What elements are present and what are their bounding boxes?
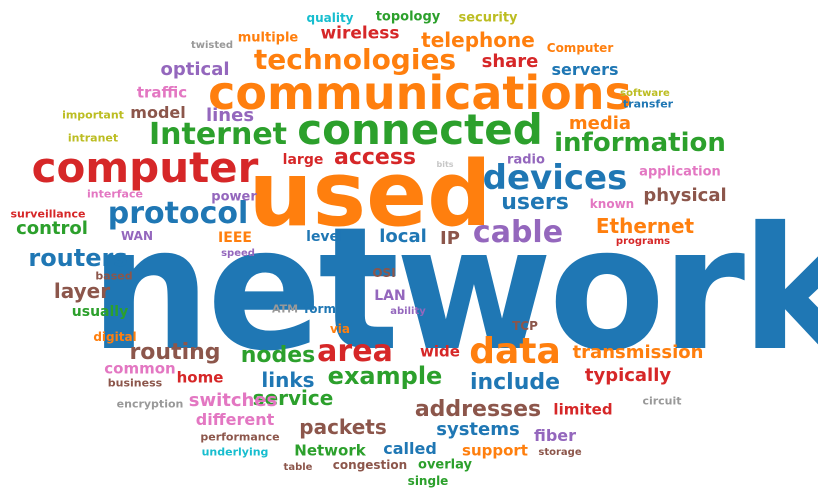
- cloud-word-encryption: encryption: [116, 397, 184, 411]
- cloud-word-links: links: [261, 368, 315, 392]
- cloud-word-transmission: transmission: [572, 342, 704, 363]
- cloud-word-protocol: protocol: [107, 196, 249, 231]
- cloud-word-network: network: [89, 191, 818, 389]
- cloud-word-business: business: [107, 376, 163, 390]
- cloud-word-digital: digital: [93, 330, 137, 344]
- cloud-word-share: share: [481, 51, 539, 72]
- cloud-word-media: media: [568, 113, 632, 134]
- cloud-word-routers: routers: [28, 244, 128, 272]
- cloud-word-transfer: transfer: [622, 97, 674, 111]
- cloud-word-routing: routing: [129, 340, 221, 365]
- cloud-word-packets: packets: [299, 415, 387, 439]
- cloud-word-addresses: addresses: [414, 397, 542, 422]
- cloud-word-intranet: intranet: [67, 131, 119, 145]
- cloud-word-power: power: [211, 189, 257, 205]
- cloud-word-servers: servers: [551, 60, 619, 79]
- cloud-word-computer: computer: [31, 143, 259, 192]
- cloud-word-osi: OSI: [372, 266, 396, 280]
- cloud-word-via: via: [329, 322, 351, 336]
- cloud-word-physical: physical: [643, 185, 727, 206]
- cloud-word-include: include: [469, 370, 561, 395]
- cloud-word-single: single: [407, 474, 449, 488]
- cloud-word-communications: communications: [208, 66, 632, 120]
- cloud-word-internet: Internet: [148, 117, 288, 152]
- cloud-word-surveillance: surveillance: [10, 207, 86, 221]
- cloud-word-systems: systems: [436, 419, 520, 440]
- cloud-word-tcp: TCP: [512, 319, 538, 333]
- cloud-word-known: known: [589, 197, 635, 211]
- cloud-word-example: example: [327, 362, 443, 390]
- cloud-word-devices: devices: [482, 158, 628, 198]
- cloud-word-interface: interface: [87, 187, 143, 201]
- cloud-word-speed: speed: [221, 248, 255, 259]
- cloud-word-limited: limited: [553, 400, 613, 419]
- cloud-word-wide: wide: [420, 342, 460, 361]
- cloud-word-atm: ATM: [271, 302, 299, 316]
- cloud-word-large: large: [282, 152, 324, 168]
- cloud-word-usually: usually: [71, 304, 129, 320]
- cloud-word-ieee: IEEE: [218, 230, 252, 246]
- cloud-word-area: area: [317, 334, 393, 369]
- cloud-word-optical: optical: [160, 59, 230, 80]
- cloud-word-access: access: [333, 145, 417, 170]
- cloud-word-information: information: [554, 128, 726, 158]
- cloud-word-computer: Computer: [546, 41, 614, 55]
- cloud-word-lines: lines: [205, 105, 255, 126]
- cloud-word-overlay: overlay: [418, 457, 472, 473]
- cloud-word-technologies: technologies: [253, 43, 457, 76]
- cloud-word-switches: switches: [188, 390, 278, 411]
- cloud-word-connected: connected: [297, 105, 543, 154]
- cloud-word-nodes: nodes: [240, 343, 316, 368]
- cloud-word-form: form: [304, 302, 336, 316]
- cloud-word-fiber: fiber: [533, 426, 577, 445]
- cloud-word-traffic: traffic: [136, 83, 188, 102]
- cloud-word-support: support: [462, 441, 528, 460]
- cloud-word-topology: topology: [375, 9, 441, 25]
- cloud-word-ip: IP: [440, 228, 460, 249]
- cloud-word-multiple: multiple: [237, 30, 299, 46]
- cloud-word-data: data: [469, 331, 561, 372]
- cloud-word-users: users: [501, 190, 569, 215]
- cloud-word-quality: quality: [306, 11, 354, 25]
- cloud-word-used: used: [248, 142, 492, 247]
- cloud-word-layer: layer: [53, 279, 111, 303]
- cloud-word-different: different: [195, 410, 275, 429]
- cloud-word-security: security: [458, 10, 518, 26]
- cloud-word-typically: typically: [584, 365, 672, 386]
- cloud-word-bits: bits: [436, 160, 454, 169]
- cloud-word-circuit: circuit: [642, 394, 682, 408]
- cloud-word-cable: cable: [472, 215, 564, 250]
- cloud-word-programs: programs: [615, 236, 671, 247]
- cloud-word-control: control: [16, 218, 88, 239]
- cloud-word-home: home: [176, 368, 224, 387]
- cloud-word-underlying: underlying: [201, 445, 269, 459]
- cloud-word-ability: ability: [390, 306, 426, 317]
- cloud-word-wan: WAN: [120, 229, 154, 243]
- cloud-word-important: important: [62, 108, 124, 122]
- cloud-word-model: model: [130, 103, 186, 122]
- cloud-word-congestion: congestion: [332, 458, 408, 472]
- cloud-word-radio: radio: [507, 152, 545, 168]
- cloud-word-ethernet: Ethernet: [595, 214, 695, 238]
- cloud-word-telephone: telephone: [421, 28, 535, 52]
- cloud-word-local: local: [379, 226, 427, 247]
- cloud-word-wireless: wireless: [320, 23, 400, 44]
- cloud-word-table: table: [283, 462, 313, 473]
- cloud-word-common: common: [104, 359, 176, 378]
- cloud-word-software: software: [620, 88, 670, 99]
- cloud-word-service: service: [252, 386, 334, 410]
- cloud-word-network: Network: [294, 441, 366, 460]
- cloud-word-application: application: [639, 164, 721, 180]
- cloud-word-level: level: [306, 229, 344, 245]
- cloud-word-storage: storage: [538, 447, 582, 458]
- cloud-word-based: based: [95, 269, 133, 283]
- cloud-word-twisted: twisted: [190, 40, 234, 51]
- cloud-word-lan: LAN: [374, 288, 406, 304]
- cloud-word-performance: performance: [200, 430, 280, 444]
- cloud-word-called: called: [383, 439, 437, 458]
